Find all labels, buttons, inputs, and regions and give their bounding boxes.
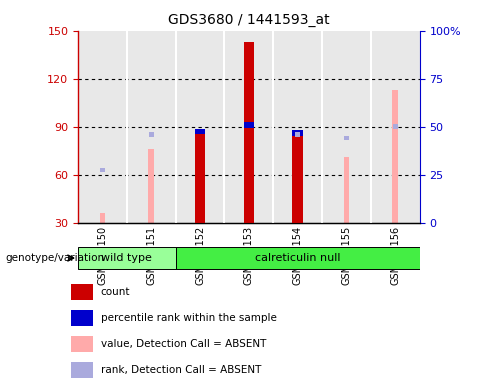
- Bar: [195, 129, 205, 134]
- Title: GDS3680 / 1441593_at: GDS3680 / 1441593_at: [168, 13, 330, 27]
- Bar: [148, 149, 154, 223]
- Bar: [392, 90, 398, 223]
- Bar: [71, 362, 93, 378]
- Text: count: count: [101, 287, 130, 297]
- Bar: [295, 132, 300, 137]
- Bar: [195, 130, 205, 223]
- Bar: [100, 167, 105, 172]
- Text: genotype/variation: genotype/variation: [5, 253, 104, 263]
- Text: calreticulin null: calreticulin null: [255, 253, 341, 263]
- Bar: [100, 213, 105, 223]
- Bar: [292, 130, 303, 136]
- Bar: [344, 136, 349, 140]
- FancyBboxPatch shape: [78, 247, 176, 270]
- Bar: [244, 122, 254, 128]
- Bar: [292, 130, 303, 223]
- Text: rank, Detection Call = ABSENT: rank, Detection Call = ABSENT: [101, 365, 261, 375]
- Bar: [71, 336, 93, 352]
- Bar: [71, 284, 93, 300]
- Bar: [71, 310, 93, 326]
- Text: value, Detection Call = ABSENT: value, Detection Call = ABSENT: [101, 339, 266, 349]
- Text: wild type: wild type: [102, 253, 152, 263]
- Text: percentile rank within the sample: percentile rank within the sample: [101, 313, 276, 323]
- Bar: [393, 124, 398, 129]
- Bar: [344, 157, 349, 223]
- Bar: [244, 42, 254, 223]
- Bar: [149, 132, 154, 137]
- FancyBboxPatch shape: [176, 247, 420, 270]
